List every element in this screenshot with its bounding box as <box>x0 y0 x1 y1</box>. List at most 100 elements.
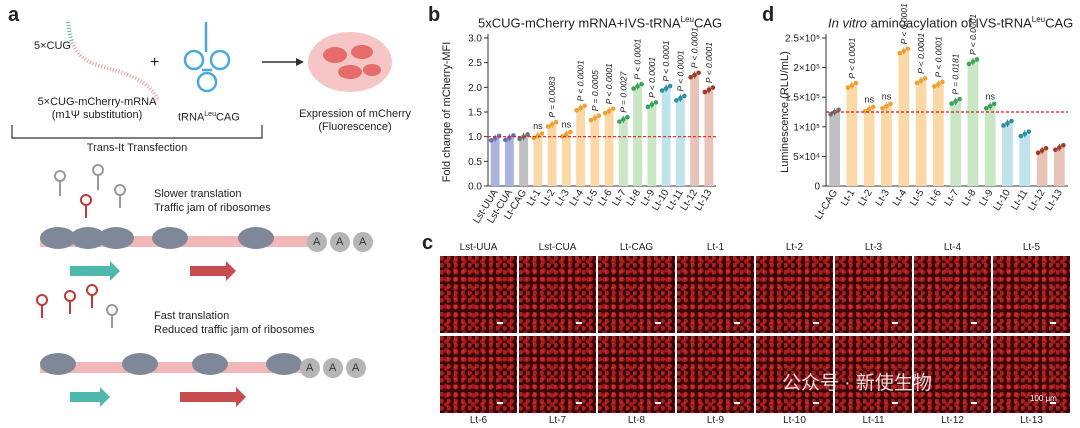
chart-d-data-point <box>1026 129 1032 134</box>
expression-line1: Expression of mCherry <box>299 108 411 120</box>
chart-d-y-tick-label: 0 <box>814 182 820 193</box>
chart-b-bar <box>661 88 671 186</box>
chart-d-y-tick-label: 1.5×10⁵ <box>785 93 820 104</box>
mrna-label: 5×CUG <box>34 40 71 52</box>
chart-b-data-point <box>653 100 659 105</box>
chart-d-data-point <box>1022 131 1028 137</box>
scale-bar <box>971 322 977 324</box>
ribosomes-fast-icon <box>40 353 302 375</box>
chart-d-data-point <box>1043 145 1049 151</box>
red-arrow-slow-icon <box>190 261 236 281</box>
polya-slow-a3: A <box>359 236 367 248</box>
chart-d-title: In vitro aminoacylation of IVS-tRNALeuCA… <box>828 15 1074 31</box>
chart-d-data-point <box>1001 123 1006 128</box>
chart-b-bar <box>519 136 529 186</box>
chart-b-annotation: P < 0.0001 <box>647 57 657 98</box>
chart-b-y-label: Fold change of mCherry-MFI <box>441 42 453 183</box>
chart-b-annotation: P < 0.0001 <box>675 50 685 91</box>
teal-arrow-fast-icon <box>70 387 110 407</box>
chart-d-y-label: Luminescence (RLU/mL) <box>779 51 791 173</box>
chart-d-data-point <box>1061 143 1066 148</box>
chart-b-data-point <box>639 81 644 87</box>
micrograph-tile <box>677 336 754 413</box>
micrograph-tile <box>598 256 675 333</box>
chart-b-data-point <box>625 114 630 120</box>
chart-d-bar <box>950 101 962 186</box>
chart-b-data-point <box>592 115 598 121</box>
chart-b-annotation: ns <box>562 120 572 130</box>
chart-b-y-tick-label: 0.5 <box>468 157 482 168</box>
chart-b-y-tick-label: 1.5 <box>468 108 482 119</box>
chart-d-bar <box>846 85 858 186</box>
chart-d-data-point <box>849 83 855 88</box>
polya-fast-a2: A <box>329 362 337 374</box>
trna-cluster-fast-icon <box>36 284 118 328</box>
chart-b-annotation: P < 0.0001 <box>690 27 700 68</box>
chart-b-bar <box>590 117 600 186</box>
panel-c-label: c <box>422 232 434 254</box>
chart-d-annotation: P = 0.0181 <box>951 53 961 94</box>
chart-d-data-point <box>1018 133 1024 139</box>
scale-bar <box>813 322 819 324</box>
chart-d-data-point <box>918 78 924 83</box>
chart-b-data-point <box>602 110 608 116</box>
chart-b-annotation: P < 0.0001 <box>604 63 614 104</box>
micrograph-label: Lt-1 <box>706 242 725 253</box>
chart-d-data-point <box>1009 118 1014 124</box>
chart-b-data-point <box>582 103 587 109</box>
micrograph-tile <box>519 336 596 413</box>
scale-bar-label: 100 μm <box>1030 394 1057 403</box>
chart-d-annotation: ns <box>882 91 892 101</box>
micrograph-tile <box>835 336 912 413</box>
scale-bar <box>497 322 503 324</box>
chart-b-annotation: P < 0.0001 <box>704 42 714 83</box>
chart-b-data-point <box>568 129 573 135</box>
micrograph-label: Lt-3 <box>864 242 883 253</box>
chart-b-data-point <box>631 86 636 91</box>
chart-d-data-point <box>987 103 993 109</box>
chart-b-data-point <box>645 104 651 110</box>
micrograph-label: Lt-13 <box>1020 415 1043 426</box>
chart-d-data-point <box>940 79 945 85</box>
chart-b-title: 5xCUG-mCherry mRNA+IVS-tRNALeuCAG <box>478 15 723 31</box>
chart-b-bar <box>618 119 628 186</box>
micrograph-tile <box>835 256 912 333</box>
chart-d-x-tick-label: Lt-8 <box>960 187 979 208</box>
chart-d-bar <box>984 106 996 186</box>
chart-b-data-point <box>688 74 693 80</box>
micrograph-tile <box>914 256 991 333</box>
chart-b-bar <box>604 111 614 186</box>
chart-b-data-point <box>503 137 508 143</box>
chart-d-x-tick-label: Lt-3 <box>874 187 893 208</box>
polya-slow-a2: A <box>336 236 344 248</box>
chart-b-data-point <box>549 122 555 127</box>
chart-b-data-point <box>596 113 602 118</box>
chart-d-bar <box>1019 133 1031 186</box>
chart-d-data-point <box>1039 148 1045 153</box>
chart-b-y-tick-label: 1.0 <box>468 132 482 143</box>
chart-b-data-point <box>635 84 640 89</box>
trna-icon <box>183 22 231 93</box>
micrograph-label: Lst-UUA <box>459 242 498 253</box>
chart-d-bar <box>1053 147 1065 186</box>
chart-b-data-point <box>649 102 655 107</box>
plus-sign: + <box>150 54 160 71</box>
chart-b-data-point <box>659 88 665 93</box>
chart-b-data-point <box>663 86 669 91</box>
chart-d-bar <box>1002 123 1013 186</box>
chart-d-data-point <box>897 50 903 56</box>
polya-fast-a3: A <box>352 362 360 374</box>
chart-d-annotation: P < 0.0001 <box>916 33 926 74</box>
chart-b-data-point <box>610 106 616 112</box>
trna-label: tRNALeuCAG <box>178 111 240 124</box>
scale-bar <box>655 402 661 404</box>
polya-slow-icon <box>307 232 373 252</box>
panel-b-label: b <box>428 4 441 26</box>
chart-d-data-point <box>905 46 911 52</box>
micrograph-label: Lt-11 <box>862 415 885 426</box>
expression-line2: (Fluorescence) <box>318 121 392 133</box>
chart-d-x-tick-label: Lt-CAG <box>813 188 840 222</box>
watermark: 公众号 · 新使生物 <box>782 373 932 394</box>
micrograph-label: Lt-9 <box>706 415 725 426</box>
